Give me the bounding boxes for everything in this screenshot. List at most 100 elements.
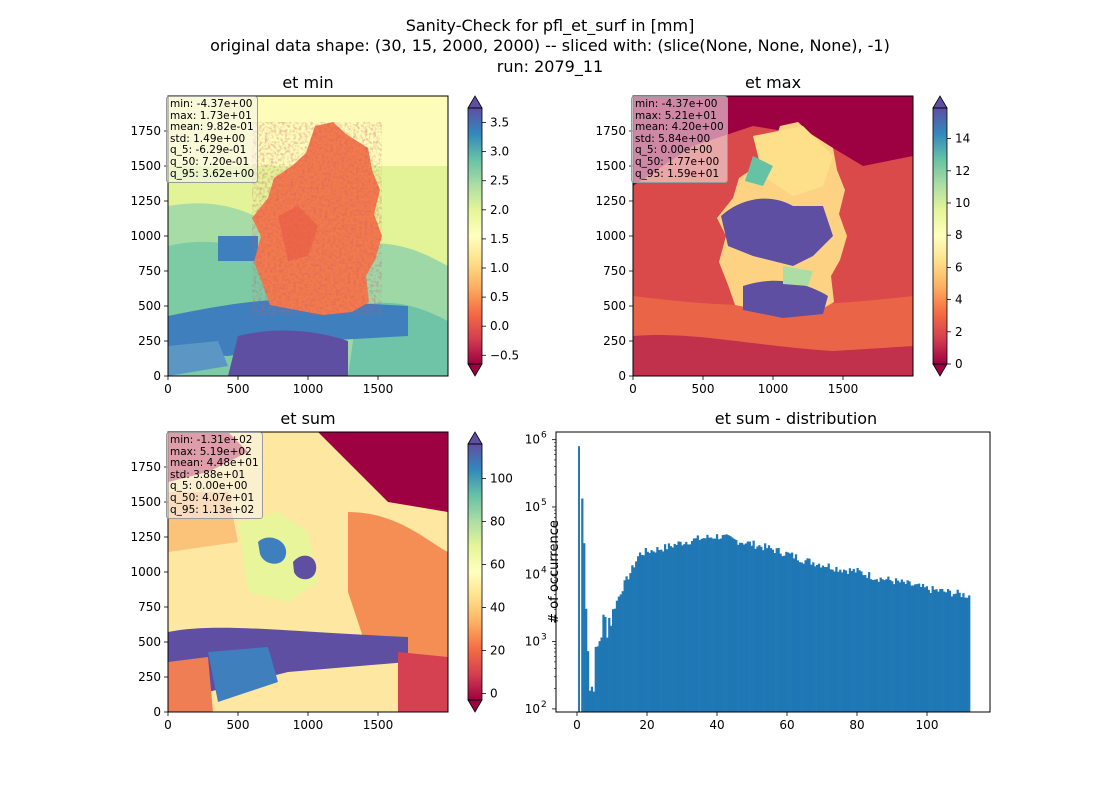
histogram-bar — [952, 594, 955, 712]
histogram-bar — [683, 544, 686, 712]
histogram-bar — [806, 558, 809, 712]
histogram-bar — [710, 537, 713, 712]
histogram-bar — [633, 567, 636, 712]
x-tick-label: 0 — [164, 718, 172, 732]
y-tick-label: 10 — [525, 702, 540, 716]
histogram-bar — [689, 544, 692, 712]
histogram-bar — [964, 597, 967, 712]
stat-line: max: 5.19e+02 — [170, 445, 252, 458]
histogram-bar — [650, 550, 653, 712]
histogram-bar — [752, 540, 755, 712]
histogram-bar — [769, 548, 773, 712]
histogram-bar — [598, 641, 601, 712]
histogram-bar — [929, 593, 932, 712]
stat-line: mean: 4.20e+00 — [635, 121, 724, 134]
y-tick-label: 750 — [138, 264, 161, 278]
histogram-bar — [877, 581, 880, 712]
colorbar-tick-label: 8 — [955, 228, 963, 242]
histogram-bar — [879, 577, 882, 712]
stat-line: q_95: 3.62e+00 — [170, 167, 255, 180]
stat-line: q_50: 1.77e+00 — [635, 155, 720, 168]
colorbar-tick-label: 80 — [490, 514, 505, 528]
histogram-bar — [773, 553, 776, 712]
stat-line: min: -1.31e+02 — [170, 434, 253, 446]
y-tick-label: 0 — [618, 369, 626, 383]
histogram-bar — [635, 561, 638, 712]
histogram-bar — [762, 550, 765, 712]
y-tick-label: 750 — [603, 264, 626, 278]
histogram-bar — [619, 594, 622, 712]
x-tick-label: 60 — [779, 718, 794, 732]
histogram-bar — [642, 555, 646, 712]
y-tick-label: 1250 — [130, 194, 161, 208]
histogram-bar — [791, 552, 794, 712]
histogram-bar — [854, 572, 857, 712]
y-tick-exponent: 2 — [541, 700, 547, 710]
stats-box-et-min: min: -4.37e+00 max: 1.73e+01 mean: 9.82e… — [166, 96, 259, 184]
histogram-bar — [850, 570, 853, 712]
histogram-bar — [898, 582, 902, 712]
x-tick-label: 20 — [639, 718, 654, 732]
x-tick-label: 40 — [709, 718, 724, 732]
histogram-bar — [719, 538, 723, 712]
y-tick-label: 1500 — [130, 495, 161, 509]
histogram-bar — [844, 570, 848, 712]
colorbar-tick-label: 2.5 — [490, 174, 509, 188]
y-tick-label: 10 — [525, 500, 540, 514]
histogram-bar — [794, 554, 798, 712]
histogram-bar — [733, 538, 736, 712]
histogram-bar — [696, 535, 699, 712]
y-tick-exponent: 5 — [541, 498, 547, 508]
histogram-bar — [665, 549, 669, 712]
stat-line: q_5: 0.00e+00 — [170, 480, 248, 493]
histogram-bar — [721, 535, 724, 712]
histogram-bar — [789, 553, 792, 712]
histogram-bar — [725, 534, 728, 712]
histogram-bar — [629, 573, 632, 712]
histogram-bar — [904, 583, 907, 712]
histogram-bar — [933, 589, 936, 712]
histogram-bar — [839, 569, 842, 712]
histogram-bar — [692, 538, 696, 712]
stats-box-et-max: min: -4.37e+00 max: 5.21e+01 mean: 4.20e… — [631, 96, 728, 184]
histogram-bar — [783, 555, 786, 712]
histogram-bar — [662, 551, 665, 712]
histogram-bar — [631, 565, 634, 712]
histogram-bar — [706, 534, 709, 712]
histogram-bar — [715, 534, 719, 712]
colorbar-tick-label: 40 — [490, 600, 505, 614]
histogram-bar — [748, 541, 751, 712]
histogram-bar — [883, 580, 886, 712]
histogram-bar — [608, 617, 611, 712]
stat-line: q_95: 1.13e+02 — [170, 503, 255, 516]
y-tick-label: 1500 — [595, 159, 626, 173]
histogram-bar — [590, 686, 594, 712]
histogram-bar — [946, 589, 950, 712]
histogram-bar — [831, 569, 834, 712]
colorbar-tick-label: 1.0 — [490, 261, 509, 275]
y-tick-label: 250 — [138, 670, 161, 684]
histogram-bar — [937, 591, 940, 712]
histogram-bar — [694, 538, 697, 712]
histogram-bar — [648, 553, 651, 712]
histogram-bar — [621, 591, 624, 712]
y-tick-exponent: 3 — [541, 633, 547, 643]
histogram-bar — [581, 498, 584, 712]
histogram-bar — [637, 556, 640, 712]
histogram-bar — [740, 542, 744, 712]
panel-title-et-sum-distribution: et sum - distribution — [715, 409, 877, 428]
histogram-bar — [808, 558, 811, 712]
histogram-bar — [744, 543, 748, 712]
histogram-bar — [866, 577, 869, 712]
colorbar-tick-label: 0 — [490, 687, 498, 701]
y-tick-label: 1750 — [595, 124, 626, 138]
histogram-bar — [717, 539, 721, 712]
x-tick-label: 500 — [227, 382, 250, 396]
histogram-bar — [920, 587, 923, 712]
colorbar-tick-label: 2.0 — [490, 203, 509, 217]
histogram-bar — [921, 583, 925, 712]
histogram-bar — [660, 549, 663, 712]
x-tick-label: 80 — [849, 718, 864, 732]
y-tick-label: 0 — [153, 369, 161, 383]
